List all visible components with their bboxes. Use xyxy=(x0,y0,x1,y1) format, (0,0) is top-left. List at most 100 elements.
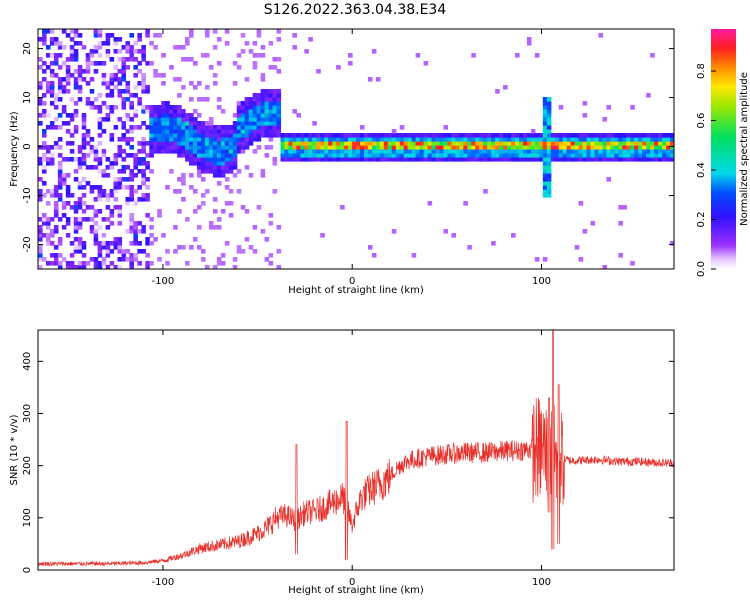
spectrogram-cell xyxy=(81,265,87,269)
spectrogram-cell xyxy=(53,193,59,198)
spectrogram-cell xyxy=(41,41,47,46)
spectrogram-cell xyxy=(117,93,123,98)
spectrogram-cell xyxy=(133,189,138,194)
spectrogram-cell xyxy=(220,145,226,150)
spectrogram-cell xyxy=(499,145,504,150)
spectrogram-cell xyxy=(193,209,198,214)
spectrogram-cell xyxy=(141,193,146,198)
spectrogram-cell xyxy=(200,257,206,262)
spectrogram-cell xyxy=(228,161,234,166)
spectrogram-cell xyxy=(312,141,317,146)
spectrogram-cell xyxy=(666,141,671,146)
spectrogram-cell xyxy=(542,185,548,190)
spectrogram-cell xyxy=(204,133,210,138)
spectrogram-cell xyxy=(169,105,174,110)
spectrogram-cell xyxy=(61,77,67,82)
spectrogram-cell xyxy=(435,133,441,138)
spectrogram-cell xyxy=(141,141,146,146)
spectrogram-cell xyxy=(268,125,274,130)
spectrogram-cell xyxy=(93,233,99,238)
spectrogram-cell xyxy=(117,153,123,158)
spectrogram-cell xyxy=(367,157,373,162)
spectrogram-cell xyxy=(288,145,294,150)
spectrogram-cell xyxy=(411,141,417,146)
spectrogram-cell xyxy=(45,233,51,238)
spectrogram-cell xyxy=(45,225,51,230)
spectrogram-cell xyxy=(626,149,631,154)
spectrogram-cell xyxy=(165,185,170,190)
spectrogram-cell xyxy=(244,209,250,214)
spectrogram-cell xyxy=(236,101,242,106)
spectrogram-cell xyxy=(594,133,600,138)
spectrogram-cell xyxy=(97,125,103,130)
spectrogram-cell xyxy=(272,93,278,98)
spectrogram-cell xyxy=(379,149,385,154)
spectrogram-cell xyxy=(125,137,131,142)
spectrogram-cell xyxy=(395,149,401,154)
spectrogram-cell xyxy=(157,109,162,114)
spectrogram-cell xyxy=(216,261,222,266)
spectrogram-cell xyxy=(185,153,190,158)
spectrogram-cell xyxy=(340,137,345,142)
spectrogram-cell xyxy=(359,141,365,146)
spectrogram-cell xyxy=(268,105,274,110)
spectrogram-cell xyxy=(200,201,206,206)
spectrogram-cell xyxy=(200,97,206,102)
spectrogram-cell xyxy=(415,153,421,158)
spectrogram-cell xyxy=(236,117,242,122)
spectrogram-cell xyxy=(157,33,162,38)
spectrogram-cell xyxy=(379,153,385,158)
spectrogram-cell xyxy=(121,57,127,62)
spectrogram-cell xyxy=(65,185,71,190)
spectrogram-cell xyxy=(522,157,528,162)
spectrogram-cell xyxy=(38,121,43,126)
spectrogram-cell xyxy=(344,157,349,162)
spectrogram-cell xyxy=(189,33,194,38)
spectrogram-cell xyxy=(598,141,604,146)
spectrogram-cell xyxy=(181,141,186,146)
spectrogram-cell xyxy=(69,53,75,58)
spectrogram-cell xyxy=(57,193,63,198)
spectrogram-cell xyxy=(526,37,532,42)
spectrogram-cell xyxy=(145,177,150,182)
spectrogram-cell xyxy=(117,241,123,246)
spectrogram-cell xyxy=(268,65,274,70)
spectrogram-cell xyxy=(77,241,83,246)
spectrogram-cell xyxy=(467,137,472,142)
spectrogram-cell xyxy=(212,157,218,162)
spectrogram-cell xyxy=(304,157,309,162)
spectrogram-cell xyxy=(292,157,297,162)
spectrogram-cell xyxy=(522,145,528,150)
spectrogram-cell xyxy=(352,153,357,158)
spectrogram-cell xyxy=(45,149,51,154)
spectrogram-cell xyxy=(224,165,230,170)
spectrogram-cell xyxy=(546,113,552,118)
spectrogram-cell xyxy=(236,137,242,142)
spectrogram-cell xyxy=(534,145,540,150)
spectrogram-cell xyxy=(109,161,115,166)
spectrogram-cell xyxy=(240,133,246,138)
spectrogram-cell xyxy=(443,149,449,154)
spectrogram-cell xyxy=(105,241,111,246)
spectrogram-cell xyxy=(614,157,619,162)
spectrogram-cell xyxy=(399,133,405,138)
spectrogram-cell xyxy=(193,189,198,194)
spectrogram-cell xyxy=(129,173,135,178)
spectrogram-cell xyxy=(558,105,564,110)
spectrogram-cell xyxy=(38,81,43,86)
spectrogram-cell xyxy=(129,169,135,174)
spectrogram-cell xyxy=(578,137,584,142)
spectrogram-cell xyxy=(77,205,83,210)
spectrogram-cell xyxy=(133,257,138,262)
spectrogram-cell xyxy=(419,137,425,142)
spectrogram-cell xyxy=(248,97,254,102)
spectrogram-cell xyxy=(97,189,103,194)
spectrogram-cell xyxy=(387,157,393,162)
spectrogram-cell xyxy=(157,213,162,218)
spectrogram-cell xyxy=(77,97,83,102)
spectrogram-cell xyxy=(268,137,274,142)
spectrogram-cell xyxy=(125,49,131,54)
spectrogram-cell xyxy=(200,157,206,162)
spectrogram-cell xyxy=(220,165,226,170)
spectrogram-cell xyxy=(212,209,218,214)
